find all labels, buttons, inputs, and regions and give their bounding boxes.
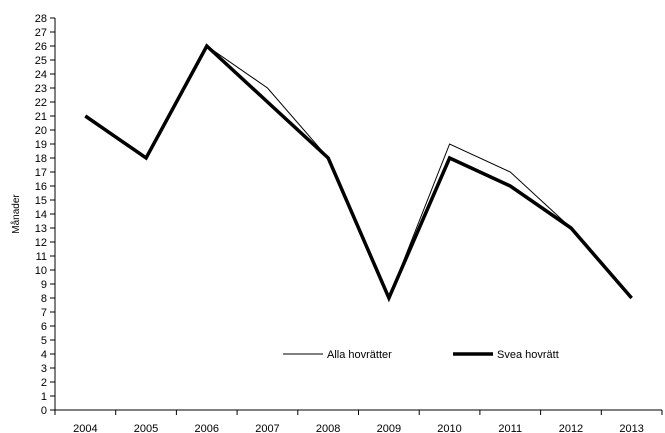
- y-tick-label: 21: [35, 111, 47, 123]
- x-tick-label: 2004: [73, 423, 97, 433]
- y-tick-label: 23: [35, 83, 47, 95]
- y-axis-ticks: 0123456789101112131415161718192021222324…: [35, 13, 55, 417]
- x-axis-ticks: 2004 2005 2006 2007 2008 2009 2010 2011 2012 2013: [54, 410, 663, 433]
- y-tick-label: 8: [41, 293, 47, 305]
- y-tick-label: 25: [35, 55, 47, 67]
- y-tick-label: 24: [35, 69, 47, 81]
- y-tick-label: 4: [41, 349, 47, 361]
- y-tick-label: 12: [35, 237, 47, 249]
- y-tick-label: 10: [35, 265, 47, 277]
- y-axis-label: Månader: [10, 194, 22, 234]
- legend-label-2: Svea hovrätt: [497, 349, 559, 361]
- x-tick-label: 2012: [559, 423, 583, 433]
- y-tick-label: 0: [41, 405, 47, 417]
- y-tick-label: 7: [41, 307, 47, 319]
- chart-legend: Alla hovrätter Svea hovrätt: [283, 349, 559, 361]
- y-tick-label: 14: [35, 209, 47, 221]
- y-tick-label: 3: [41, 363, 47, 375]
- series-line-1: [85, 45, 632, 300]
- y-tick-label: 1: [41, 391, 47, 403]
- y-tick-label: 6: [41, 321, 47, 333]
- x-tick-label: 2006: [195, 423, 219, 433]
- y-tick-label: 5: [41, 335, 47, 347]
- chart-series: [84, 43, 633, 303]
- legend-label-1: Alla hovrätter: [327, 349, 392, 361]
- y-tick-label: 28: [35, 13, 47, 25]
- x-tick-label: 2013: [619, 423, 643, 433]
- y-tick-label: 16: [35, 181, 47, 193]
- y-tick-label: 20: [35, 125, 47, 137]
- x-tick-label: 2007: [255, 423, 279, 433]
- y-tick-label: 15: [35, 195, 47, 207]
- y-tick-label: 26: [35, 41, 47, 53]
- x-tick-label: 2005: [134, 423, 158, 433]
- y-tick-label: 11: [36, 251, 47, 263]
- y-tick-label: 9: [41, 279, 47, 291]
- series-line-2: [84, 43, 633, 303]
- y-tick-label: 19: [35, 139, 47, 151]
- x-tick-label: 2009: [377, 423, 401, 433]
- x-tick-label: 2011: [498, 423, 522, 433]
- y-tick-label: 27: [35, 27, 47, 39]
- y-tick-label: 18: [35, 153, 47, 165]
- y-tick-label: 2: [41, 377, 47, 389]
- y-tick-label: 13: [35, 223, 47, 235]
- y-tick-label: 17: [35, 167, 47, 179]
- x-tick-label: 2008: [316, 423, 340, 433]
- x-tick-label: 2010: [437, 423, 461, 433]
- y-tick-label: 22: [35, 97, 47, 109]
